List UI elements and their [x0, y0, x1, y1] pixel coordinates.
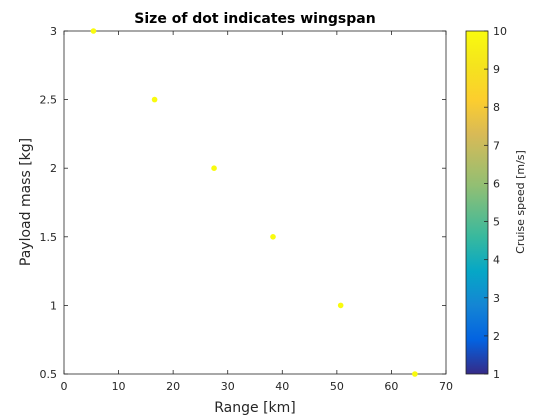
colorbar-tick-label: 5 [493, 216, 500, 229]
data-point-4 [270, 234, 276, 240]
colorbar-tick-label: 3 [493, 292, 500, 305]
colorbar-tick-label: 4 [493, 254, 500, 267]
x-tick-label: 50 [330, 380, 344, 393]
colorbar-tick-label: 2 [493, 330, 500, 343]
x-tick-label: 30 [221, 380, 235, 393]
plot-frame [63, 30, 447, 375]
chart-title: Size of dot indicates wingspan [134, 11, 375, 27]
colorbar-tick-label: 7 [493, 139, 500, 152]
x-tick-label: 0 [61, 380, 68, 393]
colorbar-label: Cruise speed [m/s] [514, 150, 527, 254]
colorbar-tick-label: 8 [493, 101, 500, 114]
y-tick-label: 0.5 [40, 368, 58, 381]
colorbar-tick-label: 9 [493, 63, 500, 76]
plot-area [64, 31, 446, 374]
colorbar-tick-label: 6 [493, 177, 500, 190]
x-tick-label: 10 [112, 380, 126, 393]
y-tick-label: 1 [50, 299, 57, 312]
colorbar [465, 30, 489, 375]
y-tick-label: 3 [50, 25, 57, 38]
y-tick-label: 2.5 [40, 94, 58, 107]
data-point-3 [211, 165, 217, 171]
x-tick-label: 20 [166, 380, 180, 393]
data-point-1 [90, 28, 97, 34]
y-axis-label: Payload mass [kg] [18, 138, 34, 266]
colorbar-tick-label: 1 [493, 368, 500, 381]
y-tick-label: 1.5 [40, 231, 58, 244]
colorbar-ticks: 1 2 3 4 5 6 7 8 9 10 [484, 25, 507, 381]
y-tick-label: 2 [50, 162, 57, 175]
y-axis-ticks: 0.5 1 1.5 2 2.5 3 [40, 25, 446, 381]
x-tick-label: 40 [275, 380, 289, 393]
x-axis-ticks: 0 10 20 30 40 50 60 70 [61, 31, 453, 393]
data-point-2 [151, 96, 158, 103]
data-point-6 [412, 371, 418, 377]
data-points [90, 28, 418, 377]
colorbar-tick-label: 10 [493, 25, 507, 38]
x-tick-label: 70 [439, 380, 453, 393]
x-axis-label: Range [km] [214, 400, 296, 416]
x-tick-label: 60 [384, 380, 398, 393]
data-point-5 [337, 302, 344, 309]
